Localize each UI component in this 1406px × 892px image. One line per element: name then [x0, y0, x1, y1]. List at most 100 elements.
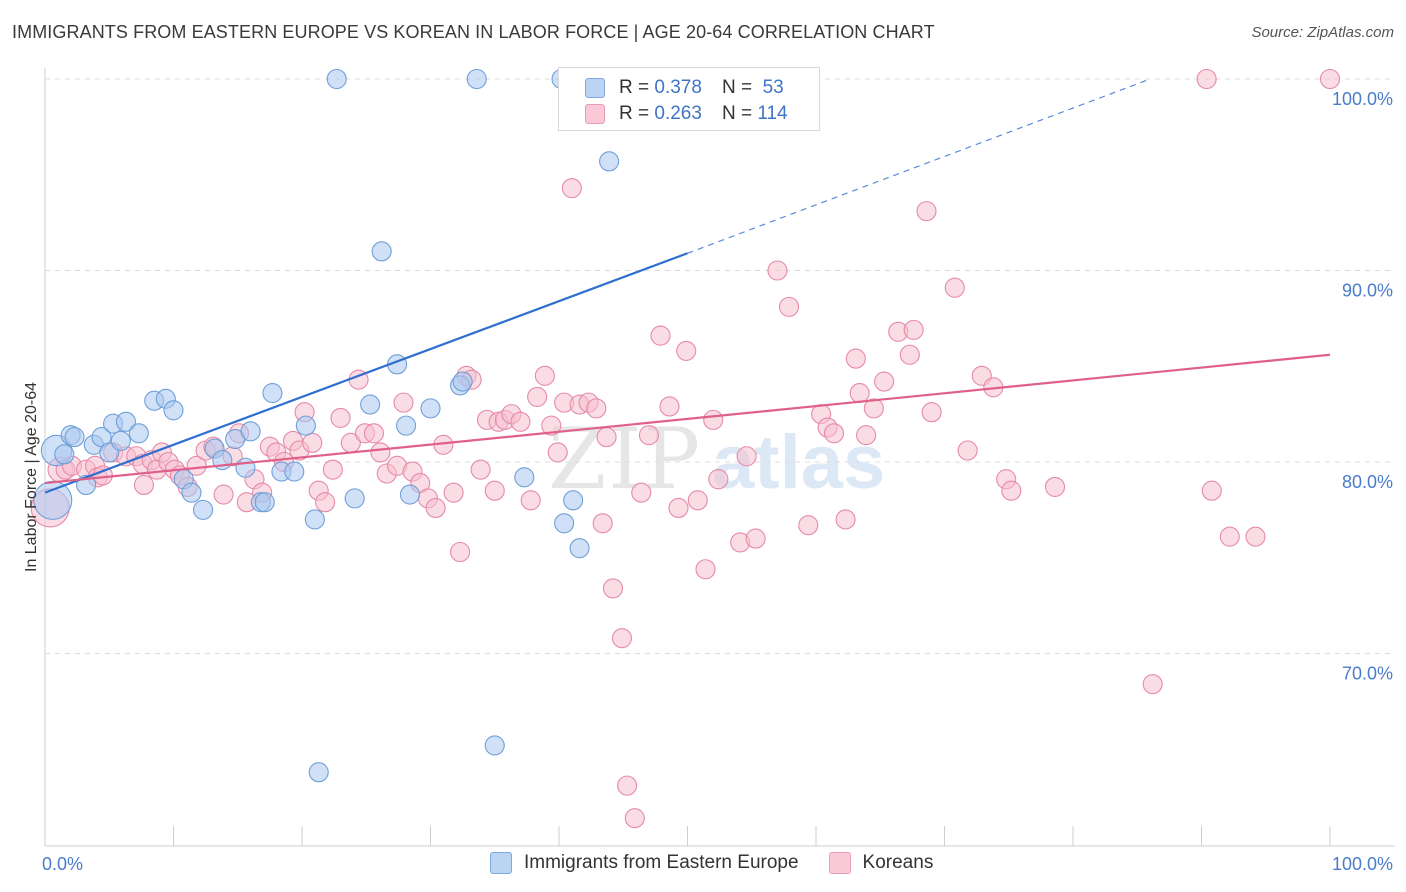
korean-point	[1319, 68, 1341, 90]
korean-point	[835, 509, 856, 530]
korean-point	[845, 348, 866, 369]
korean-point	[778, 296, 800, 317]
korean-point	[957, 440, 978, 461]
y-tick-label: 100.0%	[1332, 89, 1393, 109]
y-tick-label: 70.0%	[1342, 664, 1393, 684]
korean-point	[596, 427, 617, 448]
korean-point	[903, 319, 924, 340]
korean-point	[315, 492, 336, 513]
legend-item-eastern-europe[interactable]: Immigrants from Eastern Europe	[490, 852, 799, 874]
eastern-europe-point	[262, 383, 283, 404]
chart-title: IMMIGRANTS FROM EASTERN EUROPE VS KOREAN…	[12, 22, 935, 42]
korean-point	[874, 371, 895, 392]
eastern-europe-point	[399, 484, 420, 505]
legend-swatch-pink	[828, 852, 851, 874]
eastern-europe-point	[452, 371, 473, 392]
korean-point	[443, 482, 464, 503]
korean-point	[611, 628, 633, 649]
korean-point	[849, 383, 870, 404]
korean-point	[520, 490, 541, 511]
eastern-europe-point	[163, 400, 184, 421]
eastern-europe-trend-line	[44, 252, 688, 494]
korean-point	[322, 459, 343, 480]
korean-point	[1196, 68, 1217, 90]
korean-point	[1044, 476, 1066, 497]
legend-n-label: N =	[721, 103, 753, 124]
eastern-europe-point	[254, 492, 275, 513]
eastern-europe-point	[193, 499, 214, 520]
korean-point	[510, 411, 531, 432]
source-label[interactable]: Source: ZipAtlas.com	[1251, 24, 1394, 41]
legend-swatch-pink	[585, 104, 605, 124]
korean-point	[736, 446, 757, 467]
legend-label-koreans: Koreans	[862, 852, 934, 873]
legend-swatch-blue	[490, 852, 512, 874]
eastern-europe-point	[110, 430, 131, 451]
korean-point	[541, 415, 562, 436]
legend-n-value: 53	[762, 77, 784, 98]
legend-n-value: 114	[757, 103, 788, 124]
korean-point	[1142, 674, 1163, 695]
eastern-europe-point	[115, 411, 137, 432]
legend-row-eastern-europe: R = 0.378 N = 53	[585, 75, 784, 101]
korean-point	[687, 490, 708, 511]
x-tick-label-min: 0.0%	[42, 854, 83, 874]
korean-point	[1219, 526, 1240, 547]
y-axis-label: In Labor Force | Age 20-64	[23, 382, 40, 572]
eastern-europe-point	[235, 457, 256, 478]
korean-point	[370, 442, 391, 463]
series-legend: Immigrants from Eastern Europe Koreans	[490, 852, 963, 874]
korean-point	[527, 386, 548, 407]
korean-point	[393, 392, 414, 413]
eastern-europe-point	[284, 461, 305, 482]
legend-r-value: 0.378	[654, 77, 702, 98]
y-tick-label: 80.0%	[1342, 472, 1393, 492]
eastern-europe-point	[128, 423, 149, 444]
korean-point	[133, 474, 154, 496]
korean-point	[624, 808, 645, 829]
korean-point	[484, 480, 505, 501]
korean-point	[213, 484, 234, 505]
eastern-europe-trend-extension	[687, 78, 1151, 254]
eastern-europe-points	[33, 68, 620, 783]
korean-point	[1001, 480, 1022, 501]
eastern-europe-point	[599, 151, 620, 172]
korean-point	[470, 459, 491, 480]
korean-point	[425, 497, 446, 519]
eastern-europe-point	[344, 488, 365, 509]
legend-label-eastern-europe: Immigrants from Eastern Europe	[524, 852, 799, 873]
y-tick-label: 90.0%	[1342, 281, 1393, 301]
eastern-europe-point	[326, 68, 347, 90]
korean-point	[708, 469, 729, 490]
korean-point	[767, 260, 788, 281]
korean-point	[823, 423, 845, 444]
legend-r-label: R =	[619, 103, 650, 124]
eastern-europe-point	[554, 513, 575, 534]
korean-point	[302, 432, 323, 453]
legend-item-koreans[interactable]: Koreans	[828, 852, 934, 874]
eastern-europe-point	[563, 490, 584, 511]
eastern-europe-point	[484, 735, 505, 756]
eastern-europe-point	[466, 68, 487, 90]
tick-labels: 70.0% 80.0% 90.0% 100.0% 0.0% 100.0%	[42, 89, 1393, 874]
eastern-europe-point	[240, 421, 261, 442]
eastern-europe-point	[304, 509, 325, 530]
korean-point	[363, 423, 385, 444]
korean-point	[703, 409, 724, 430]
korean-point	[916, 201, 937, 222]
eastern-europe-point	[371, 241, 392, 262]
correlation-legend: R = 0.378 N = 53 R = 0.263 N = 114	[558, 67, 820, 131]
eastern-europe-point	[396, 415, 417, 436]
eastern-europe-point	[295, 415, 316, 436]
korean-point	[547, 442, 568, 463]
grid-lines	[45, 78, 1395, 654]
eastern-europe-point	[308, 762, 329, 783]
korean-point	[561, 178, 582, 199]
legend-row-koreans: R = 0.263 N = 114	[585, 101, 788, 127]
eastern-europe-point	[569, 538, 590, 559]
korean-trend-line	[44, 353, 1331, 485]
korean-point	[534, 365, 555, 386]
korean-point	[695, 559, 716, 580]
eastern-europe-point	[54, 444, 75, 465]
